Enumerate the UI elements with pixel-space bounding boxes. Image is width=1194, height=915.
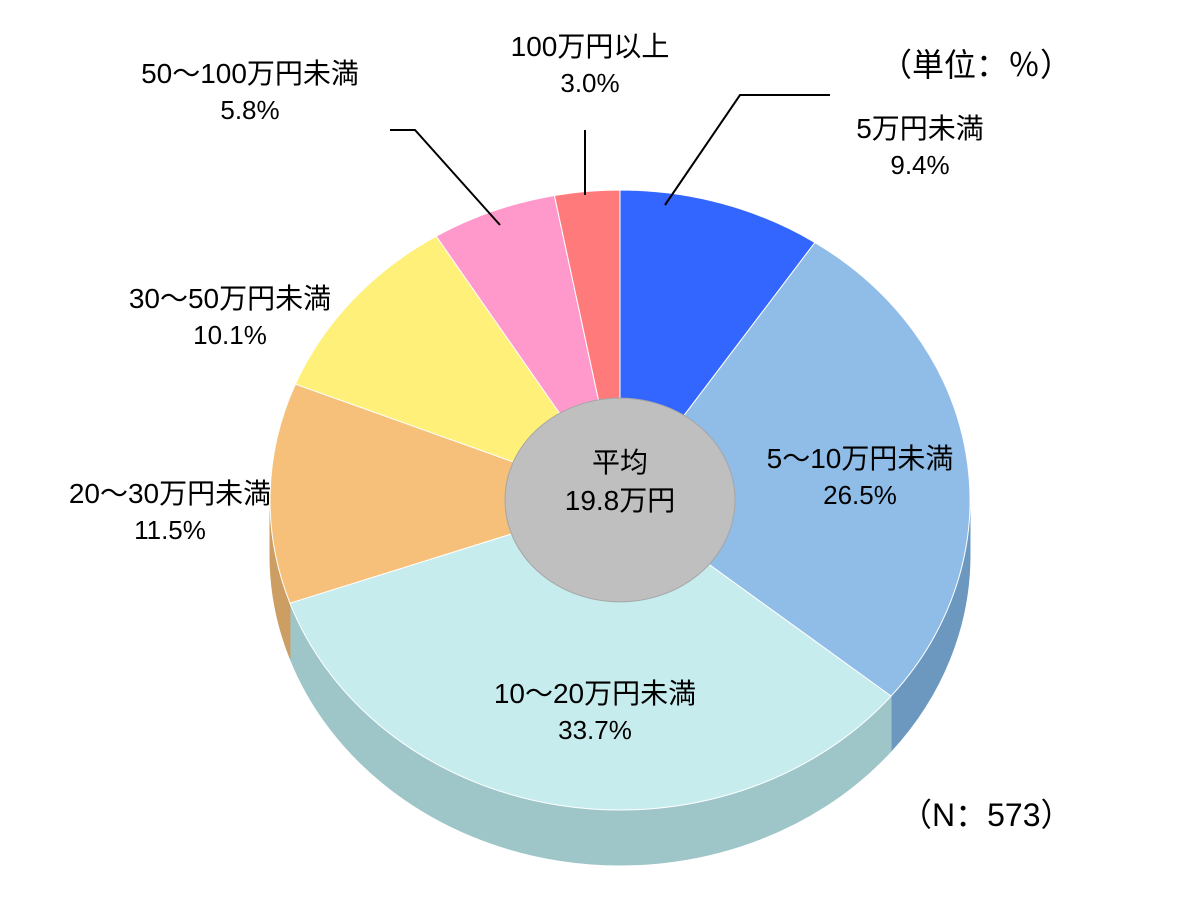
slice-value: 10.1% [90,318,370,353]
slice-name: 10～20万円未満 [455,675,735,713]
center-line1: 平均 [592,447,648,478]
pie-chart-3d: 平均 19.8万円 （単位：％） （N：573） 5万円未満9.4% 5～10万円… [0,0,1194,915]
slice-label: 30～50万円未満10.1% [90,280,370,353]
slice-name: 5万円未満 [780,110,1060,148]
slice-label: 100万円以上3.0% [450,28,730,101]
slice-label: 5～10万円未満26.5% [720,440,1000,513]
slice-label: 5万円未満9.4% [780,110,1060,183]
n-text: （N：573） [900,797,1073,833]
slice-value: 26.5% [720,478,1000,513]
slice-label: 20～30万円未満11.5% [30,475,310,548]
slice-value: 3.0% [450,66,730,101]
unit-annotation: （単位：％） [880,40,1072,86]
n-annotation: （N：573） [900,790,1073,836]
slice-name: 50～100万円未満 [110,55,390,93]
slice-value: 33.7% [455,713,735,748]
slice-name: 20～30万円未満 [30,475,310,513]
unit-text: （単位：％） [880,47,1072,83]
slice-name: 100万円以上 [450,28,730,66]
slice-value: 11.5% [30,513,310,548]
center-line2: 19.8万円 [565,485,676,516]
slice-value: 9.4% [780,148,1060,183]
slice-label: 50～100万円未満5.8% [110,55,390,128]
slice-name: 5～10万円未満 [720,440,1000,478]
slice-name: 30～50万円未満 [90,280,370,318]
slice-value: 5.8% [110,93,390,128]
slice-label: 10～20万円未満33.7% [455,675,735,748]
center-average-label: 平均 19.8万円 [520,444,720,520]
